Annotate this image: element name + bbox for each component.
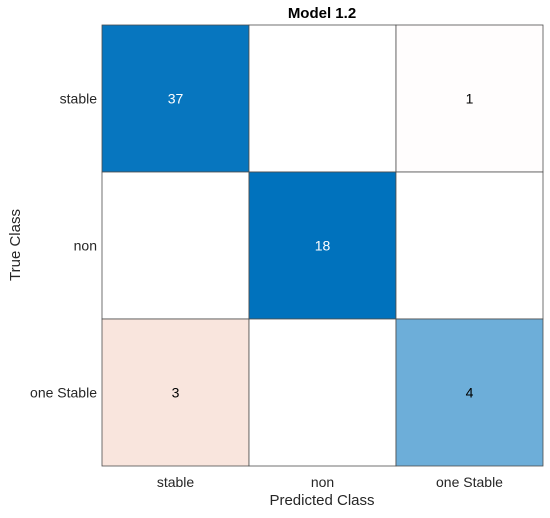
chart-title: Model 1.2 bbox=[288, 5, 356, 22]
y-tick-label: stable bbox=[60, 91, 98, 107]
y-tick-label: one Stable bbox=[30, 385, 97, 401]
cell-value-label: 1 bbox=[466, 91, 474, 107]
y-tick-labels: stable non one Stable bbox=[30, 91, 97, 401]
matrix-cell bbox=[395, 318, 544, 467]
cell-value-label: 18 bbox=[315, 238, 331, 254]
y-tick-label: non bbox=[74, 238, 97, 254]
cells-group: 37 1 18 3 4 bbox=[101, 24, 544, 467]
matrix-cell bbox=[101, 171, 250, 320]
x-tick-labels: stable non one Stable bbox=[157, 474, 503, 490]
matrix-cell bbox=[248, 318, 397, 467]
cell-value-label: 3 bbox=[172, 385, 180, 401]
x-tick-label: non bbox=[311, 474, 334, 490]
matrix-cell bbox=[248, 171, 397, 320]
matrix-cell bbox=[101, 318, 250, 467]
matrix-cell bbox=[248, 24, 397, 173]
y-axis-label: True Class bbox=[7, 209, 24, 281]
x-tick-label: one Stable bbox=[436, 474, 503, 490]
cell-value-label: 37 bbox=[168, 91, 184, 107]
matrix-cell bbox=[101, 24, 250, 173]
x-axis-label: Predicted Class bbox=[269, 492, 374, 509]
matrix-cell bbox=[395, 171, 544, 320]
matrix-cell bbox=[395, 24, 544, 173]
cell-value-label: 4 bbox=[466, 385, 474, 401]
x-tick-label: stable bbox=[157, 474, 195, 490]
